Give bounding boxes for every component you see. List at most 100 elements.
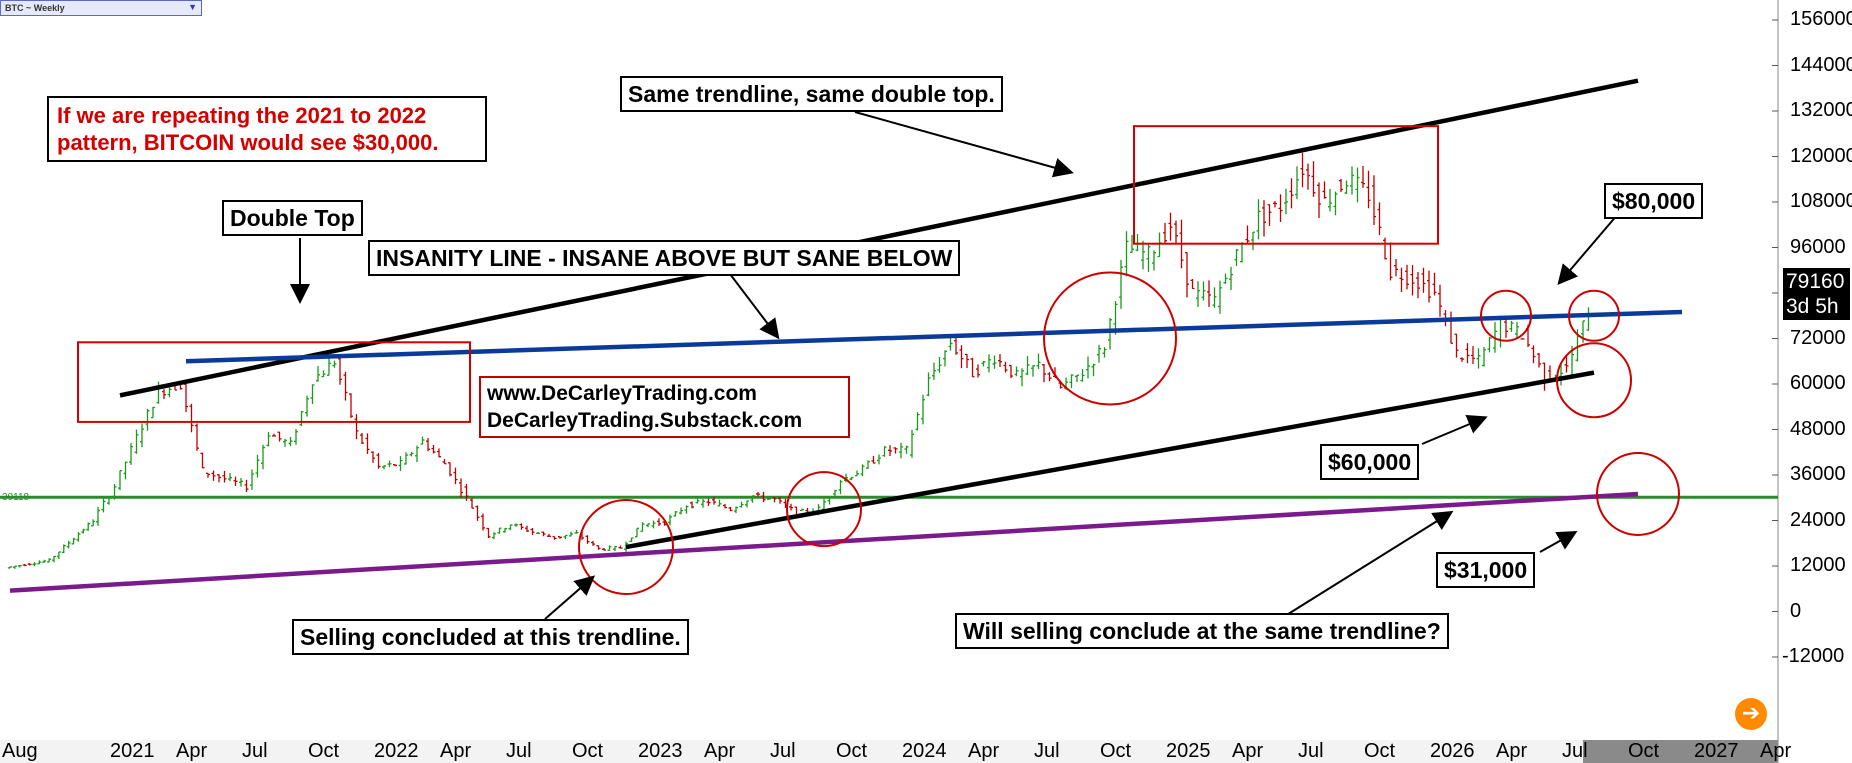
price-bar [959, 345, 964, 369]
price-bar [228, 473, 232, 482]
price-bar [706, 498, 711, 506]
price-bar [1504, 319, 1508, 338]
price-bar [123, 461, 128, 480]
x-tick-label: Oct [1628, 740, 1660, 762]
price-bar [343, 371, 348, 401]
price-bar [162, 389, 166, 400]
x-tick-label: 2022 [374, 740, 419, 762]
price-bar [321, 370, 326, 378]
price-bar [453, 467, 458, 485]
y-tick-label: 120000 [1790, 144, 1852, 167]
price-bar [22, 564, 27, 567]
price-bar [47, 558, 52, 563]
price-bar [1289, 178, 1294, 209]
price-bar [1251, 231, 1255, 251]
x-tick-label: Oct [1364, 740, 1396, 762]
price-bar [486, 527, 491, 539]
price-bar [96, 506, 100, 526]
price-bar [860, 464, 865, 477]
price-bar [1267, 204, 1272, 226]
x-tick-label: Aug [2, 740, 38, 762]
price-bar [1036, 353, 1041, 370]
scroll-forward-button[interactable]: ➔ [1735, 698, 1767, 730]
price-bar [404, 452, 408, 465]
price-bar [101, 498, 106, 513]
price-bar [1256, 199, 1261, 240]
symbol-selector-dropdown[interactable]: BTC ~ Weekly ▼ [0, 0, 202, 16]
price-bar [200, 452, 205, 469]
price-bar [1460, 357, 1464, 362]
price-bar [140, 423, 144, 448]
price-bar [1075, 374, 1079, 383]
price-bar [563, 534, 568, 540]
price-bar [8, 566, 12, 569]
price-bar [167, 387, 172, 398]
price-bar [1394, 258, 1398, 277]
price-bar [1229, 266, 1233, 291]
price-bar [145, 408, 150, 431]
price-bar [591, 540, 595, 546]
price-bar [761, 491, 766, 503]
price-bar [349, 393, 353, 419]
trendline-support [9, 491, 1639, 593]
price-bar [635, 527, 639, 538]
price-bar [464, 483, 469, 501]
price-bar [684, 505, 689, 514]
x-tick-label: 2027 [1694, 740, 1739, 762]
price-bar [42, 559, 47, 563]
price-bar [503, 527, 507, 533]
price-bar [723, 503, 727, 509]
price-bar [1223, 273, 1228, 284]
price-bar [789, 503, 793, 511]
price-bar [1009, 364, 1013, 379]
price-bar [365, 433, 370, 454]
price-bar [1366, 170, 1371, 209]
price-bar [283, 438, 287, 447]
price-bar [899, 442, 903, 459]
y-tick-label: 96000 [1790, 235, 1846, 258]
price-bar [316, 366, 320, 382]
price-bar [1047, 372, 1052, 382]
x-tick-label: Oct [308, 740, 340, 762]
price-bar [1487, 336, 1492, 353]
price-bar [277, 431, 282, 442]
price-bar [767, 498, 771, 500]
price-60k-label: $60,000 [1320, 444, 1420, 480]
x-tick-label: Apr [1760, 740, 1792, 762]
price-bar [426, 438, 430, 452]
price-bar [1372, 175, 1376, 226]
price-bar [734, 506, 738, 514]
price-bar [66, 540, 71, 549]
price-bar [1284, 188, 1288, 215]
price-bar [470, 497, 474, 509]
price-bar [800, 508, 804, 512]
price-bar [871, 455, 876, 464]
price-bar [558, 536, 562, 539]
price-bar [255, 454, 260, 478]
price-bar [415, 445, 419, 463]
price-bar [629, 537, 634, 542]
price-bar [915, 412, 920, 431]
x-tick-label: Jul [1298, 740, 1324, 762]
y-tick-label: 132000 [1790, 99, 1852, 121]
y-tick-label: 36000 [1790, 463, 1846, 485]
price-bar [1344, 180, 1349, 194]
price-bar [91, 519, 96, 527]
price-bar [717, 499, 722, 507]
price-bar [1482, 346, 1486, 367]
price-bar [1042, 363, 1046, 383]
price-bar [585, 535, 590, 544]
circle-2026-current [1568, 289, 1620, 342]
website-label: www.DeCarleyTrading.com DeCarleyTrading.… [479, 376, 850, 438]
circle-2023-retest [786, 471, 862, 548]
price-bar [195, 423, 199, 451]
will-selling-conclude-label: Will selling conclude at the same trendl… [955, 613, 1449, 649]
price-bar [459, 478, 463, 498]
price-bar [893, 447, 898, 454]
y-tick-label: 60000 [1790, 372, 1846, 394]
x-tick-label: Jul [1034, 740, 1060, 762]
price-bar [514, 523, 518, 527]
price-bar [76, 532, 81, 542]
price-bar [1168, 212, 1173, 241]
repeat-pattern-note: If we are repeating the 2021 to 2022 pat… [47, 96, 487, 162]
